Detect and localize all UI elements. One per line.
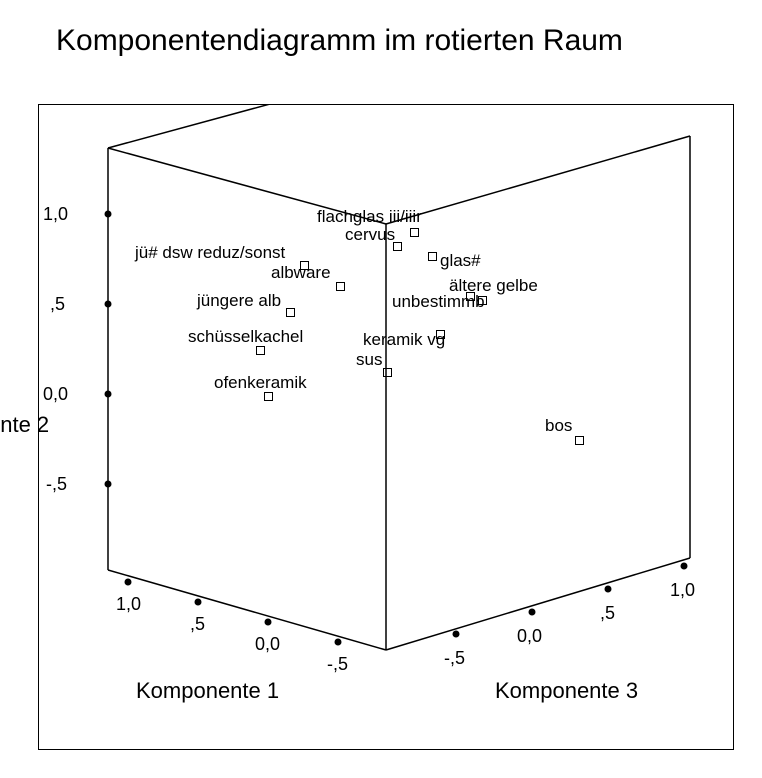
point-label: keramik vg [363,330,445,350]
comp1-tick-1: ,5 [190,614,205,635]
point-label: bos [545,416,572,436]
comp1-tick-2: 0,0 [255,634,280,655]
comp2-tick-2: 0,0 [43,384,68,405]
point-label: sus [356,350,382,370]
point-marker [286,308,295,317]
comp2-axis-title: ente 2 [0,412,49,438]
point-marker [264,392,273,401]
point-marker [466,292,475,301]
point-marker [436,330,445,339]
point-marker [256,346,265,355]
comp2-tick-1: ,5 [50,294,65,315]
comp3-tick-0: -,5 [444,648,465,669]
point-marker [428,252,437,261]
point-label: albware [271,263,331,283]
point-label: jü# dsw reduz/sonst [135,243,285,263]
comp3-tick-3: 1,0 [670,580,695,601]
comp1-axis-title: Komponente 1 [136,678,279,704]
point-marker [336,282,345,291]
point-label: jüngere alb [197,291,281,311]
point-label: schüsselkachel [188,327,303,347]
comp3-axis-title: Komponente 3 [495,678,638,704]
point-label: glas# [440,251,481,271]
point-marker [393,242,402,251]
chart-title-text: Komponentendiagramm im rotierten Raum [56,24,623,57]
chart-title: Komponentendiagramm im rotierten Raum [56,24,623,58]
comp1-tick-0: 1,0 [116,594,141,615]
cube-wireframe [38,104,734,750]
point-label: flachglas iii/iiir [317,207,422,227]
comp3-tick-2: ,5 [600,603,615,624]
point-label: ofenkeramik [214,373,307,393]
point-marker [575,436,584,445]
point-marker [410,228,419,237]
comp1-tick-3: -,5 [327,654,348,675]
point-marker [383,368,392,377]
comp2-tick-3: -,5 [46,474,67,495]
point-label: cervus [345,225,395,245]
comp2-tick-0: 1,0 [43,204,68,225]
comp3-tick-1: 0,0 [517,626,542,647]
